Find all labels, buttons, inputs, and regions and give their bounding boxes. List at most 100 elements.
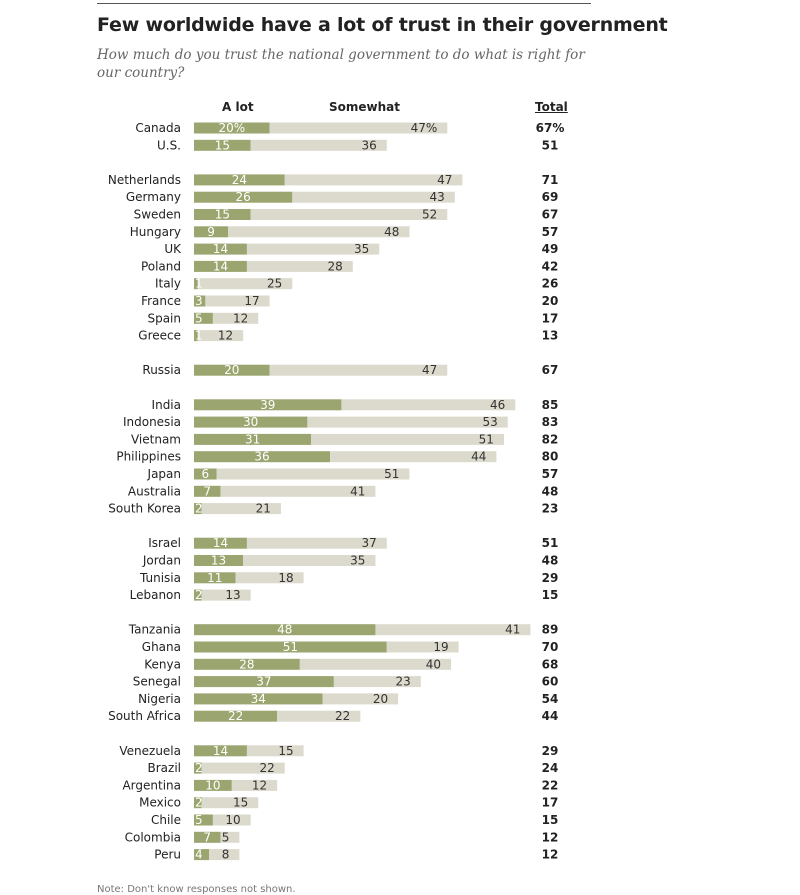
bar-a-lot-uk [194, 243, 247, 255]
bar-somewhat-india [341, 399, 516, 411]
country-label-kenya: Kenya [144, 657, 181, 671]
chart-subtitle: How much do you trust the national gover… [97, 47, 585, 81]
bar-a-lot-netherlands [194, 174, 285, 186]
value-a-lot-greece: 1 [195, 329, 203, 343]
bar-somewhat-ghana [386, 641, 459, 653]
value-a-lot-nigeria: 34 [251, 692, 266, 706]
bar-a-lot-italy [194, 278, 198, 290]
value-total-indonesia: 83 [542, 415, 559, 429]
value-a-lot-argentina: 10 [205, 778, 220, 792]
bar-a-lot-tunisia [194, 572, 236, 584]
bar-somewhat-italy [197, 278, 293, 290]
value-somewhat-philippines: 44 [471, 450, 486, 464]
bar-a-lot-australia [194, 485, 221, 497]
value-somewhat-hungary: 48 [384, 225, 399, 239]
value-a-lot-mexico: 2 [195, 796, 203, 810]
bar-somewhat-brazil [201, 762, 285, 774]
value-total-poland: 42 [542, 259, 559, 273]
value-total-tunisia: 29 [542, 571, 559, 585]
country-label-india: India [152, 398, 181, 412]
value-a-lot-ghana: 51 [283, 640, 298, 654]
value-a-lot-india: 39 [260, 398, 275, 412]
value-total-u-s-: 51 [542, 138, 559, 152]
value-total-peru: 12 [542, 848, 559, 862]
value-total-south-korea: 23 [542, 502, 559, 516]
value-somewhat-indonesia: 53 [482, 415, 497, 429]
value-somewhat-venezuela: 15 [278, 744, 293, 758]
bar-a-lot-colombia [194, 831, 221, 843]
value-total-ghana: 70 [542, 640, 559, 654]
value-total-philippines: 80 [542, 450, 559, 464]
bar-somewhat-south-africa [277, 710, 361, 722]
country-label-brazil: Brazil [148, 761, 182, 775]
bar-a-lot-greece [194, 330, 198, 342]
value-somewhat-kenya: 40 [426, 657, 441, 671]
value-total-south-africa: 44 [542, 709, 559, 723]
column-header-total: Total [535, 100, 568, 114]
country-label-canada: Canada [135, 121, 181, 135]
bar-somewhat-france [205, 295, 270, 307]
value-a-lot-lebanon: 2 [195, 588, 203, 602]
country-label-uk: UK [164, 242, 182, 256]
value-somewhat-u-s-: 36 [361, 138, 376, 152]
value-a-lot-japan: 6 [202, 467, 210, 481]
value-total-germany: 69 [542, 190, 559, 204]
bar-somewhat-hungary [228, 226, 410, 238]
bar-a-lot-tanzania [194, 624, 376, 636]
bar-a-lot-u-s- [194, 139, 251, 151]
value-a-lot-italy: 1 [195, 277, 203, 291]
value-total-tanzania: 89 [542, 623, 559, 637]
country-label-russia: Russia [142, 363, 181, 377]
bar-somewhat-mexico [201, 797, 259, 809]
value-a-lot-philippines: 36 [254, 450, 269, 464]
value-total-greece: 13 [542, 329, 559, 343]
value-total-japan: 57 [542, 467, 559, 481]
country-label-chile: Chile [151, 813, 181, 827]
value-a-lot-canada: 20% [218, 121, 245, 135]
bar-a-lot-south-korea [194, 503, 202, 515]
value-somewhat-spain: 12 [233, 311, 248, 325]
value-total-vietnam: 82 [542, 432, 559, 446]
bar-somewhat-poland [246, 260, 353, 272]
value-somewhat-japan: 51 [384, 467, 399, 481]
bar-a-lot-senegal [194, 676, 334, 688]
value-total-france: 20 [542, 294, 559, 308]
bar-somewhat-israel [246, 537, 387, 549]
value-total-nigeria: 54 [542, 692, 559, 706]
footnote: Note: Don't know responses not shown. [97, 884, 296, 895]
bar-a-lot-nigeria [194, 693, 323, 705]
country-label-philippines: Philippines [116, 450, 181, 464]
value-total-israel: 51 [542, 536, 559, 550]
value-somewhat-uk: 35 [354, 242, 369, 256]
country-label-greece: Greece [138, 329, 181, 343]
value-total-jordan: 48 [542, 554, 559, 568]
value-total-italy: 26 [542, 277, 559, 291]
bar-somewhat-lebanon [201, 589, 251, 601]
value-total-argentina: 22 [542, 778, 559, 792]
country-label-spain: Spain [147, 311, 181, 325]
bar-somewhat-nigeria [322, 693, 399, 705]
bar-a-lot-hungary [194, 226, 229, 238]
value-somewhat-italy: 25 [267, 277, 282, 291]
value-a-lot-colombia: 7 [203, 830, 211, 844]
bar-somewhat-colombia [220, 831, 240, 843]
value-a-lot-brazil: 2 [195, 761, 203, 775]
value-somewhat-sweden: 52 [422, 208, 437, 222]
country-label-south-korea: South Korea [108, 502, 181, 516]
value-a-lot-israel: 14 [213, 536, 228, 550]
bar-somewhat-peru [209, 849, 240, 861]
bar-somewhat-greece [197, 330, 244, 342]
country-label-peru: Peru [154, 848, 181, 862]
bar-a-lot-india [194, 399, 342, 411]
value-total-netherlands: 71 [542, 173, 559, 187]
value-somewhat-greece: 12 [218, 329, 233, 343]
value-a-lot-russia: 20 [224, 363, 239, 377]
bar-somewhat-indonesia [307, 416, 508, 428]
bar-somewhat-russia [269, 364, 448, 376]
value-somewhat-colombia: 5 [222, 830, 230, 844]
value-total-sweden: 67 [542, 208, 559, 222]
bar-a-lot-mexico [194, 797, 202, 809]
country-label-colombia: Colombia [125, 830, 181, 844]
value-somewhat-ghana: 19 [433, 640, 448, 654]
